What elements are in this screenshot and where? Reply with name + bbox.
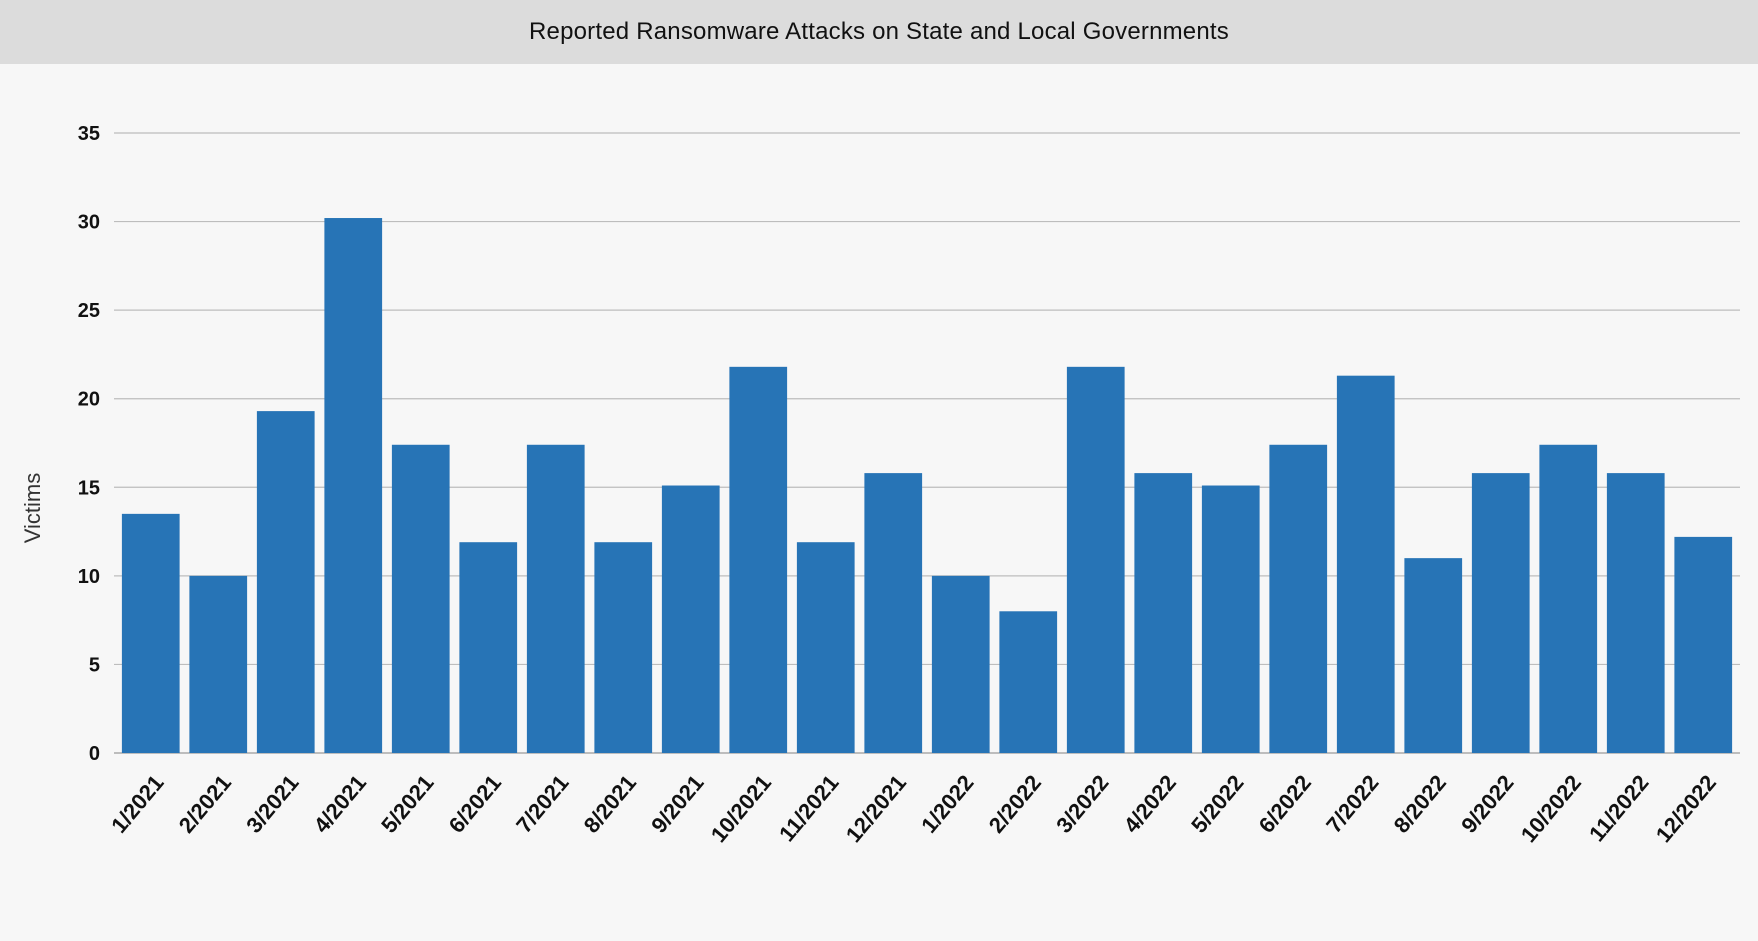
x-tick-label: 2/2021: [174, 770, 236, 838]
bar: [661, 485, 720, 753]
x-tick-label: 6/2021: [444, 770, 506, 838]
x-tick-label: 10/2021: [706, 770, 776, 847]
x-tick-label: 12/2022: [1651, 770, 1721, 847]
y-tick-label: 0: [89, 743, 100, 765]
x-tick-label: 7/2021: [511, 770, 573, 838]
x-tick-label: 11/2021: [774, 770, 843, 846]
y-axis-ticks: 0 5 10 15 20 25 30 35: [78, 123, 100, 765]
x-tick-label: 9/2021: [646, 770, 708, 838]
y-tick-label: 15: [78, 477, 100, 499]
bar: [121, 513, 180, 753]
bar: [1066, 366, 1125, 753]
bar: [189, 575, 248, 753]
bar: [1134, 473, 1193, 753]
x-tick-label: 2/2022: [984, 770, 1046, 838]
x-tick-label: 4/2022: [1119, 770, 1181, 838]
x-tick-label: 4/2021: [309, 770, 371, 838]
x-tick-label: 7/2022: [1321, 770, 1383, 838]
bar: [1336, 375, 1395, 753]
x-tick-label: 3/2021: [241, 770, 303, 838]
bar: [459, 542, 518, 753]
bar: [1471, 473, 1530, 753]
x-tick-label: 8/2021: [579, 770, 641, 838]
bar: [391, 444, 450, 753]
bar: [324, 218, 383, 753]
y-tick-label: 10: [78, 566, 100, 588]
x-tick-label: 11/2022: [1584, 770, 1653, 846]
x-tick-label: 6/2022: [1254, 770, 1316, 838]
x-tick-label: 12/2021: [841, 770, 911, 847]
gridlines: [114, 132, 1740, 754]
bar: [1674, 536, 1733, 753]
y-tick-label: 20: [78, 389, 100, 411]
x-tick-label: 1/2022: [916, 770, 978, 838]
y-tick-label: 25: [78, 300, 100, 322]
bar: [1201, 485, 1260, 753]
x-tick-label: 10/2022: [1516, 770, 1586, 847]
x-tick-label: 5/2021: [376, 770, 438, 838]
x-tick-label: 5/2022: [1186, 770, 1248, 838]
bar: [1606, 473, 1665, 753]
x-axis-labels: 1/2021 2/2021 3/2021 4/2021 5/2021 6/2021 7/20…: [106, 770, 1721, 847]
x-tick-label: 3/2022: [1051, 770, 1113, 838]
y-axis-title: Victims: [20, 473, 45, 544]
bar: [864, 473, 923, 753]
bar: [729, 366, 788, 753]
bar: [594, 542, 653, 753]
bars: [121, 218, 1733, 753]
bar: [1404, 558, 1463, 753]
y-tick-label: 35: [78, 123, 100, 145]
bar: [1539, 444, 1598, 753]
bar: [999, 611, 1058, 753]
chart-title: Reported Ransomware Attacks on State and…: [529, 18, 1229, 45]
x-tick-label: 1/2021: [106, 770, 168, 838]
bar: [256, 411, 315, 753]
bar: [526, 444, 585, 753]
y-tick-label: 5: [89, 654, 100, 676]
y-tick-label: 30: [78, 212, 100, 234]
bar: [796, 542, 855, 753]
x-tick-label: 9/2022: [1456, 770, 1518, 838]
x-tick-label: 8/2022: [1389, 770, 1451, 838]
chart-title-bar: Reported Ransomware Attacks on State and…: [0, 0, 1758, 64]
bar: [931, 575, 990, 753]
bar: [1269, 444, 1328, 753]
